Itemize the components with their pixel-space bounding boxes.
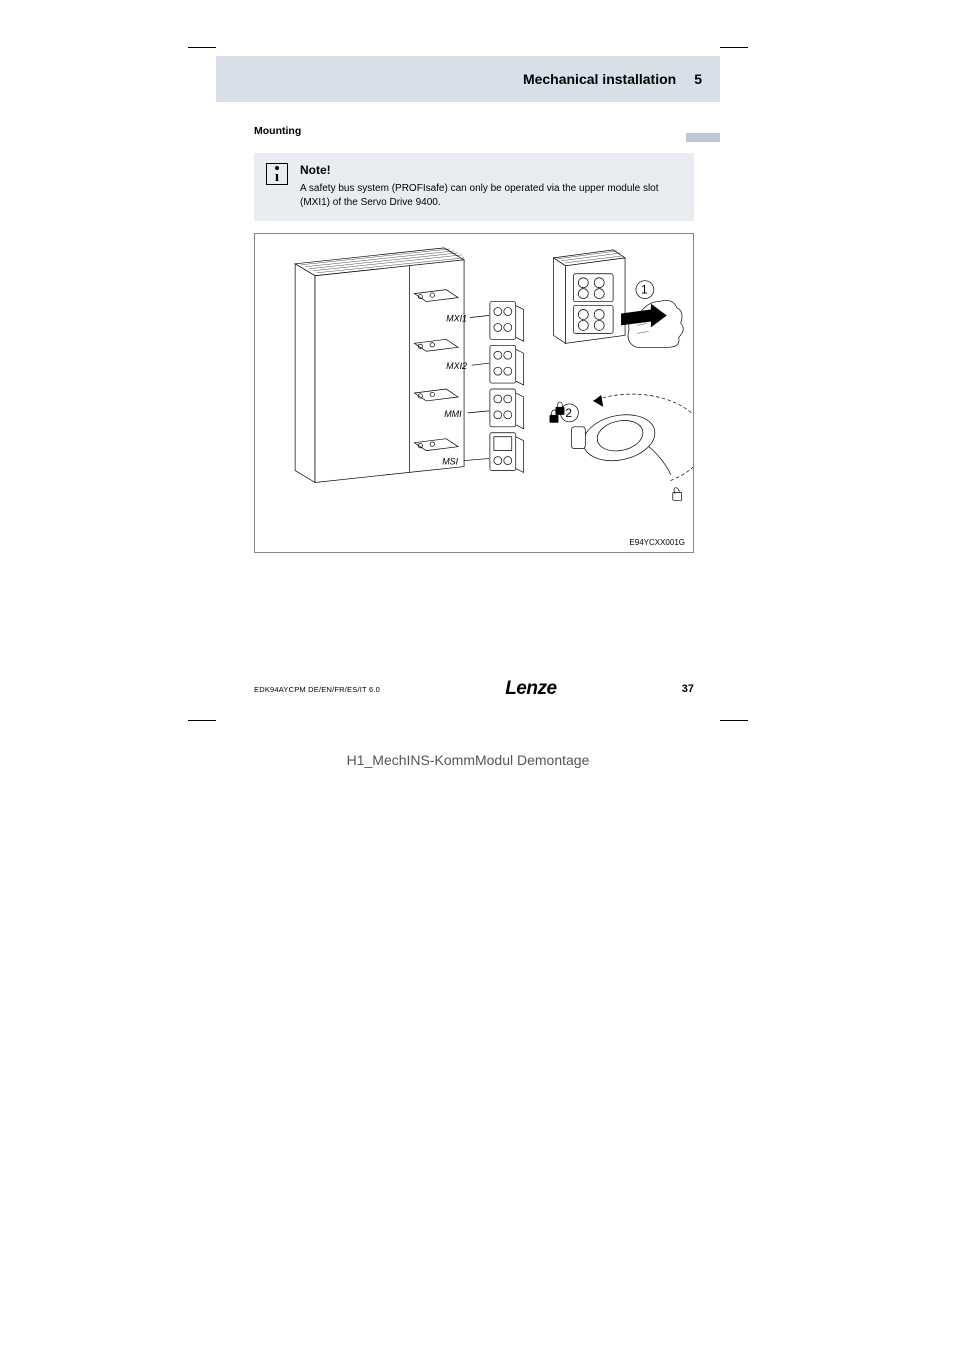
document-footer-label: H1_MechINS-KommModul Demontage (216, 752, 720, 768)
page: Mechanical installation 5 Mounting ı Not… (216, 47, 720, 720)
crop-mark (720, 720, 748, 721)
figure-caption: E94YCXX001G (629, 538, 685, 547)
note-body: A safety bus system (PROFIsafe) can only… (300, 182, 682, 209)
step-number: 1 (641, 283, 648, 297)
step-number: 2 (565, 406, 572, 420)
mounting-diagram-svg: MXI1 MXI2 MMI MSI (255, 234, 693, 552)
crop-mark (188, 720, 216, 721)
mounting-figure: MXI1 MXI2 MMI MSI (254, 233, 694, 553)
page-footer: EDK94AYCPM DE/EN/FR/ES/IT 6.0 Lenze 37 (254, 678, 694, 700)
info-icon: ı (266, 163, 288, 185)
header-chapter-number: 5 (694, 71, 702, 87)
footer-doc-code: EDK94AYCPM DE/EN/FR/ES/IT 6.0 (254, 685, 380, 694)
slot-label: MSI (442, 457, 458, 467)
slot-label: MMI (444, 409, 462, 419)
page-number: 37 (682, 683, 694, 695)
slot-label: MXI1 (446, 313, 467, 323)
section-heading: Mounting (254, 125, 694, 137)
note-box: ı Note! A safety bus system (PROFIsafe) … (254, 153, 694, 221)
note-title: Note! (300, 163, 682, 177)
content-area: Mounting ı Note! A safety bus system (PR… (254, 125, 694, 553)
note-text: Note! A safety bus system (PROFIsafe) ca… (300, 163, 682, 209)
header-title: Mechanical installation (523, 71, 676, 87)
page-header: Mechanical installation 5 (216, 56, 720, 102)
crop-mark (188, 47, 216, 48)
crop-mark (720, 47, 748, 48)
slot-label: MXI2 (446, 361, 467, 371)
lenze-logo: Lenze (505, 678, 556, 700)
